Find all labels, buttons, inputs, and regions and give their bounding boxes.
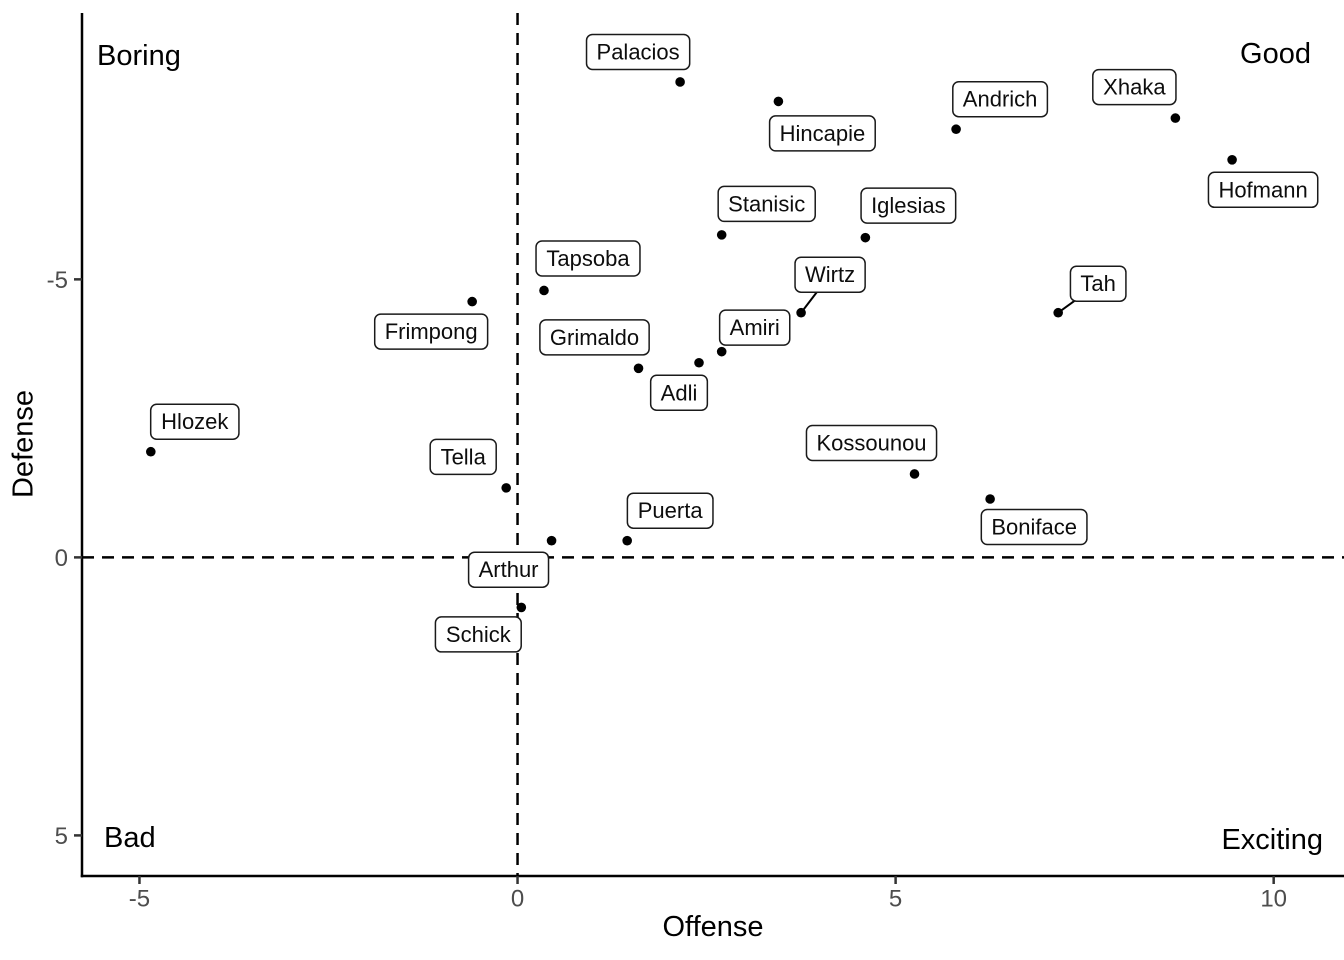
label-box <box>373 313 489 350</box>
point-adli <box>694 357 704 368</box>
label-box <box>768 115 876 152</box>
label-tapsoba: Tapsoba <box>535 240 641 277</box>
label-box <box>1092 68 1177 106</box>
point-hlozek <box>146 446 156 457</box>
y-tick-label: 5 <box>55 823 68 850</box>
label-amiri: Amiri <box>718 309 791 346</box>
label-text: Arthur <box>479 557 539 582</box>
label-text: Grimaldo <box>550 325 639 350</box>
point-andrich <box>951 124 961 135</box>
label-box <box>585 33 691 71</box>
label-text: Tah <box>1080 271 1115 296</box>
point-boniface <box>985 494 995 504</box>
label-hofmann: Hofmann <box>1207 171 1319 209</box>
label-text: Hofmann <box>1218 177 1307 202</box>
point-wirtz <box>796 307 806 318</box>
label-box <box>952 80 1049 118</box>
point-kossounou <box>909 469 920 479</box>
label-andrich: Andrich <box>952 80 1049 118</box>
label-box <box>429 438 497 476</box>
point-tah <box>1053 307 1063 318</box>
point-puerta <box>622 535 632 546</box>
point-grimaldo <box>633 363 644 374</box>
label-wirtz: Wirtz <box>794 256 866 293</box>
point-hincapie <box>773 96 784 107</box>
label-hincapie: Hincapie <box>768 115 876 152</box>
point-stanisic <box>716 230 727 240</box>
label-stanisic: Stanisic <box>717 185 816 223</box>
point-hofmann <box>1227 154 1237 165</box>
quadrant-label-exciting: Exciting <box>1221 824 1323 856</box>
label-text: Puerta <box>638 498 704 523</box>
label-text: Tapsoba <box>546 246 630 271</box>
point-frimpong <box>467 296 477 307</box>
point-arthur <box>546 535 557 546</box>
x-tick-label: -5 <box>129 886 150 913</box>
y-tick-label: -5 <box>47 267 68 294</box>
label-arthur: Arthur <box>467 551 550 588</box>
quadrant-label-boring: Boring <box>97 40 181 72</box>
label-box <box>718 309 791 346</box>
label-box <box>717 185 816 223</box>
point-tella <box>501 483 511 493</box>
label-frimpong: Frimpong <box>373 313 489 350</box>
label-schick: Schick <box>434 616 522 653</box>
quadrant-label-good: Good <box>1240 38 1311 70</box>
point-amiri <box>716 346 727 357</box>
label-text: Adli <box>661 380 698 405</box>
label-boniface: Boniface <box>980 508 1088 546</box>
label-text: Boniface <box>991 514 1077 539</box>
x-axis-title: Offense <box>662 911 764 943</box>
label-box <box>1069 265 1127 302</box>
label-box <box>980 508 1088 546</box>
label-adli: Adli <box>649 374 709 412</box>
quadrant-label-bad: Bad <box>104 822 156 854</box>
label-text: Amiri <box>730 315 780 340</box>
x-tick-label: 10 <box>1260 886 1287 913</box>
label-box <box>149 403 240 440</box>
point-schick <box>516 602 527 613</box>
label-box <box>860 187 957 224</box>
label-text: Wirtz <box>805 262 855 287</box>
label-text: Hlozek <box>161 409 229 434</box>
label-box <box>434 616 522 653</box>
point-palacios <box>675 77 685 87</box>
label-text: Iglesias <box>871 193 946 218</box>
label-text: Andrich <box>963 87 1038 112</box>
point-iglesias <box>860 232 871 243</box>
x-tick-label: 5 <box>889 886 902 913</box>
label-puerta: Puerta <box>626 492 714 529</box>
label-text: Xhaka <box>1103 75 1166 100</box>
label-xhaka: Xhaka <box>1092 68 1177 106</box>
label-tella: Tella <box>429 438 497 476</box>
label-tah: Tah <box>1069 265 1127 302</box>
label-text: Palacios <box>597 39 680 64</box>
label-text: Hincapie <box>780 121 866 146</box>
label-box <box>535 240 641 277</box>
point-xhaka <box>1170 113 1181 123</box>
label-iglesias: Iglesias <box>860 187 957 224</box>
x-tick-label: 0 <box>511 886 524 913</box>
label-text: Stanisic <box>728 191 805 216</box>
y-axis-title: Defense <box>7 389 40 499</box>
label-palacios: Palacios <box>585 33 691 71</box>
label-text: Kossounou <box>816 430 926 455</box>
label-kossounou: Kossounou <box>805 424 938 462</box>
label-box <box>626 492 714 529</box>
label-text: Frimpong <box>385 319 478 344</box>
label-box <box>539 319 650 356</box>
label-grimaldo: Grimaldo <box>539 319 650 356</box>
y-tick-label: 0 <box>55 545 68 572</box>
label-text: Schick <box>446 622 512 647</box>
label-box <box>1207 171 1319 209</box>
label-box <box>805 424 938 462</box>
label-box <box>794 256 866 293</box>
label-hlozek: Hlozek <box>149 403 240 440</box>
label-box <box>649 374 709 412</box>
label-text: Tella <box>441 444 487 469</box>
label-box <box>467 551 550 588</box>
point-tapsoba <box>539 285 549 296</box>
